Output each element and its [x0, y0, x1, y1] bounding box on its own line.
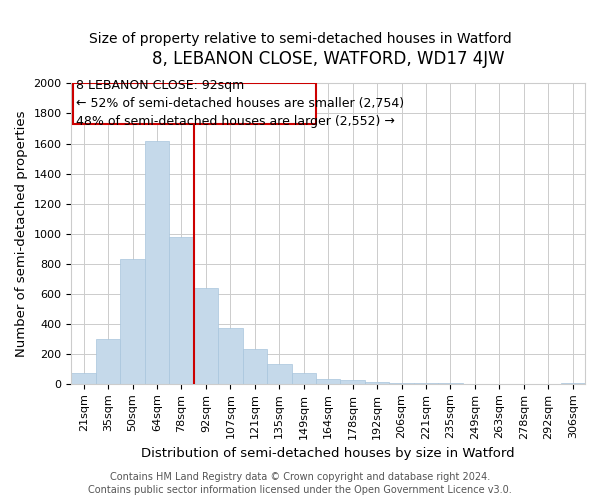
Bar — [121, 259, 145, 384]
Bar — [218, 328, 242, 384]
Bar — [316, 378, 340, 384]
Bar — [96, 339, 121, 384]
Bar — [292, 372, 316, 384]
Title: 8, LEBANON CLOSE, WATFORD, WD17 4JW: 8, LEBANON CLOSE, WATFORD, WD17 4JW — [152, 50, 505, 68]
Bar — [145, 140, 169, 384]
Bar — [267, 364, 292, 384]
Bar — [71, 374, 96, 384]
Bar — [194, 288, 218, 384]
Bar — [242, 348, 267, 384]
Bar — [560, 383, 585, 384]
Bar — [365, 382, 389, 384]
Text: Size of property relative to semi-detached houses in Watford: Size of property relative to semi-detach… — [89, 32, 511, 46]
Text: 8 LEBANON CLOSE: 92sqm
← 52% of semi-detached houses are smaller (2,754)
48% of : 8 LEBANON CLOSE: 92sqm ← 52% of semi-det… — [76, 79, 404, 128]
Bar — [414, 383, 438, 384]
Y-axis label: Number of semi-detached properties: Number of semi-detached properties — [15, 110, 28, 357]
Bar — [169, 236, 194, 384]
Bar — [340, 380, 365, 384]
Text: Contains HM Land Registry data © Crown copyright and database right 2024.
Contai: Contains HM Land Registry data © Crown c… — [88, 472, 512, 495]
Bar — [389, 382, 414, 384]
Bar — [73, 84, 316, 124]
X-axis label: Distribution of semi-detached houses by size in Watford: Distribution of semi-detached houses by … — [142, 447, 515, 460]
